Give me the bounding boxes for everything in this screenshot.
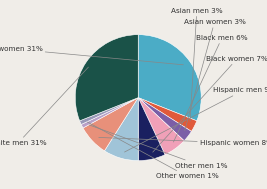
Text: Other men 1%: Other men 1% (89, 125, 227, 169)
Wedge shape (75, 35, 138, 121)
Wedge shape (138, 98, 184, 155)
Text: White men 31%: White men 31% (0, 67, 88, 146)
Text: White women 31%: White women 31% (0, 46, 183, 65)
Text: Asian women 3%: Asian women 3% (184, 19, 245, 130)
Wedge shape (83, 98, 138, 151)
Text: Other women 1%: Other women 1% (88, 122, 219, 179)
Text: Hispanic women 8%: Hispanic women 8% (99, 137, 267, 146)
Text: Black women 7%: Black women 7% (153, 56, 267, 152)
Wedge shape (138, 98, 191, 141)
Wedge shape (104, 98, 138, 161)
Wedge shape (138, 98, 197, 131)
Wedge shape (138, 98, 165, 161)
Wedge shape (138, 35, 201, 121)
Wedge shape (81, 98, 138, 128)
Text: Black men 6%: Black men 6% (174, 35, 248, 142)
Text: Hispanic men 9%: Hispanic men 9% (124, 87, 267, 152)
Wedge shape (80, 98, 138, 125)
Text: Asian men 3%: Asian men 3% (171, 8, 223, 121)
